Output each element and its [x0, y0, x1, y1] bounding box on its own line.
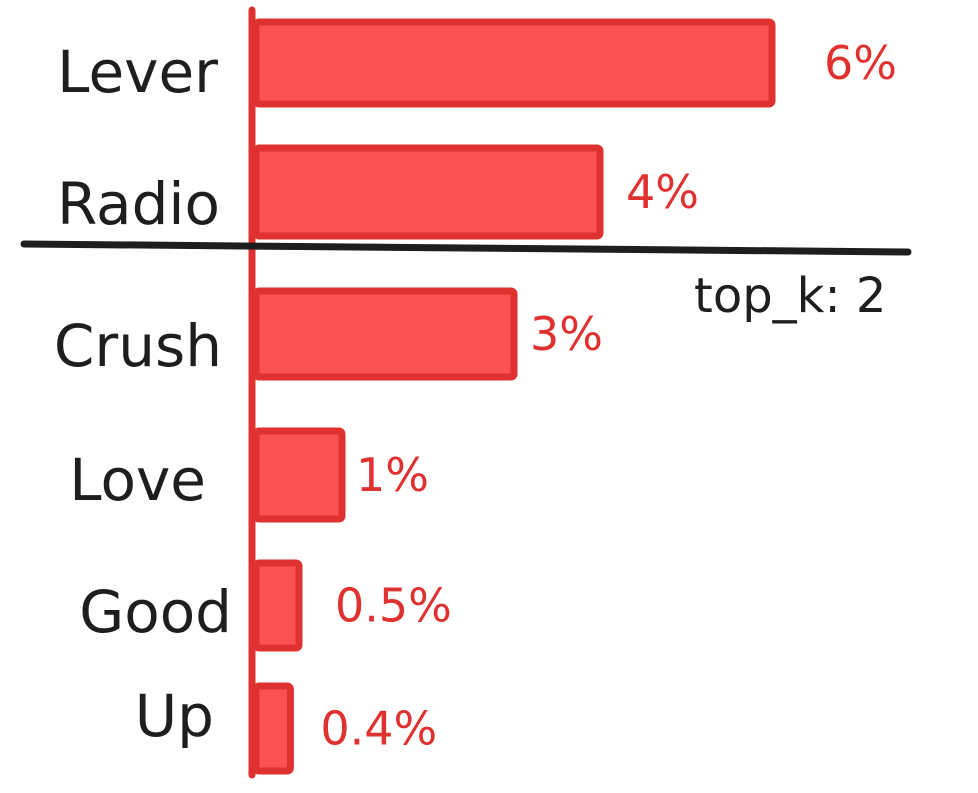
- value-label-up: 0.4%: [320, 702, 437, 756]
- category-label-love: Love: [69, 446, 206, 514]
- value-label-crush: 3%: [530, 307, 603, 361]
- top-k-cutoff-line: [20, 240, 912, 256]
- value-label-love: 1%: [356, 448, 429, 502]
- bar-radio: [252, 144, 604, 240]
- bars-layer: [252, 18, 776, 775]
- bar-good: [252, 559, 303, 652]
- bar-lever: [252, 18, 776, 108]
- value-label-good: 0.5%: [335, 579, 452, 633]
- bar-love: [252, 427, 346, 523]
- category-label-lever: Lever: [57, 38, 218, 106]
- labels-layer: Lever 6% Radio 4% Crush 3% Love 1% Good 0.5% Up 0.4…: [54, 36, 897, 756]
- bar-crush: [252, 287, 518, 381]
- top-k-annotation: top_k: 2: [694, 268, 886, 324]
- value-label-lever: 6%: [824, 36, 897, 90]
- bar-up: [252, 682, 294, 775]
- category-label-radio: Radio: [57, 170, 220, 238]
- value-label-radio: 4%: [626, 165, 699, 219]
- category-label-crush: Crush: [54, 312, 222, 380]
- category-label-up: Up: [135, 682, 214, 750]
- category-label-good: Good: [79, 578, 232, 646]
